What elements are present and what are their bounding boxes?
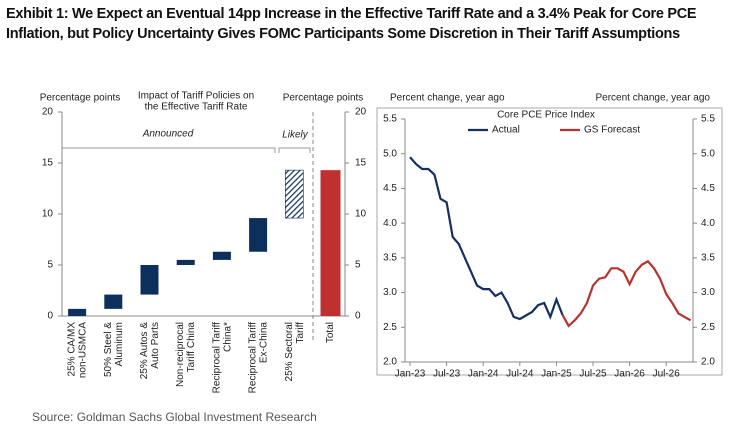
y-tick-label: 3.0 [701, 287, 715, 298]
y-tick-label: 4.5 [383, 183, 397, 194]
y-tick-label: 0 [355, 311, 361, 322]
y-tick-label: 5.5 [701, 114, 715, 125]
chart-title: Impact of Tariff Policies on the Effectiv… [138, 90, 254, 112]
x-tick-label: Jan-24 [468, 369, 499, 380]
y-tick-label: 5.0 [383, 148, 397, 159]
x-tick-label: Reciprocal TariffChina* [211, 322, 233, 394]
x-tick-label: Reciprocal TariffEx-China [247, 322, 269, 394]
legend-label: GS Forecast [584, 125, 640, 136]
y-tick-label: 10 [42, 209, 54, 220]
y-tick-label: 5.0 [701, 148, 715, 159]
y-tick-label: 2.0 [383, 357, 397, 368]
y-tick-label: 15 [355, 158, 367, 169]
bar [284, 169, 304, 219]
y-axis-label: Percent change, year ago [390, 93, 505, 104]
x-tick-label: 25% SectoralTariff [283, 322, 305, 382]
page-title: Exhibit 1: We Expect an Eventual 14pp In… [6, 6, 697, 42]
bar [176, 259, 195, 265]
label-box [281, 128, 309, 143]
y-tick-label: 5.5 [383, 114, 397, 125]
x-tick-label: Non-reciprocalTariff China [175, 322, 197, 387]
y-tick-label: 3.5 [383, 252, 397, 263]
panel-frame [376, 107, 723, 376]
y-tick-label: 0 [47, 311, 53, 322]
y2-axis-label: Percentage points [283, 93, 364, 104]
bar [104, 294, 123, 309]
y-tick-label: 3.5 [701, 252, 715, 263]
bar [320, 170, 341, 316]
y-tick-label: 2.0 [701, 357, 715, 368]
x-tick-label: Jan-25 [541, 369, 572, 380]
annotation: Announced [142, 129, 194, 140]
y-tick-label: 4.5 [701, 183, 715, 194]
y-axis-label: Percentage points [40, 93, 121, 104]
source: Source: Goldman Sachs Global Investment … [32, 410, 317, 424]
y-tick-label: 2.5 [701, 322, 715, 333]
x-tick-label: 50% Steel &Aluminum [102, 322, 124, 377]
y-tick-label: 5 [47, 260, 53, 271]
x-tick-label: 25% CA/MXnon-USMCA [66, 322, 88, 378]
x-tick-label: Jul-25 [579, 369, 607, 380]
annotation: Likely [282, 130, 309, 141]
y2-axis-label: Percent change, year ago [595, 93, 710, 104]
bracket [61, 147, 276, 153]
y-tick-label: 2.5 [383, 322, 397, 333]
x-tick-label: Jan-23 [395, 369, 426, 380]
chart: Impact of Tariff Policies on the Effectiv… [40, 90, 723, 394]
y-tick-label: 20 [42, 107, 54, 118]
x-tick-label: Jul-24 [506, 369, 534, 380]
x-tick-label: 25% Autos &Auto Parts [139, 322, 161, 380]
x-tick-label: Jan-26 [614, 369, 645, 380]
line-series [409, 156, 564, 321]
y-tick-label: 15 [42, 158, 54, 169]
legend-label: Actual [492, 125, 520, 136]
chart-title: Core PCE Price Index [497, 110, 595, 121]
y-tick-label: 20 [355, 107, 367, 118]
bar [249, 218, 268, 252]
y-tick-label: 5 [355, 260, 361, 271]
bar [140, 265, 159, 295]
y-tick-label: 4.0 [701, 218, 715, 229]
x-tick-label: Jul-26 [653, 369, 681, 380]
y-tick-label: 4.0 [383, 218, 397, 229]
bracket [278, 147, 311, 153]
y-tick-label: 3.0 [383, 287, 397, 298]
x-tick-label: Jul-23 [433, 369, 461, 380]
x-tick-label: Total [325, 322, 336, 343]
bar [68, 308, 87, 316]
y-tick-label: 10 [355, 209, 367, 220]
bar [212, 251, 231, 260]
line-series [561, 259, 692, 328]
